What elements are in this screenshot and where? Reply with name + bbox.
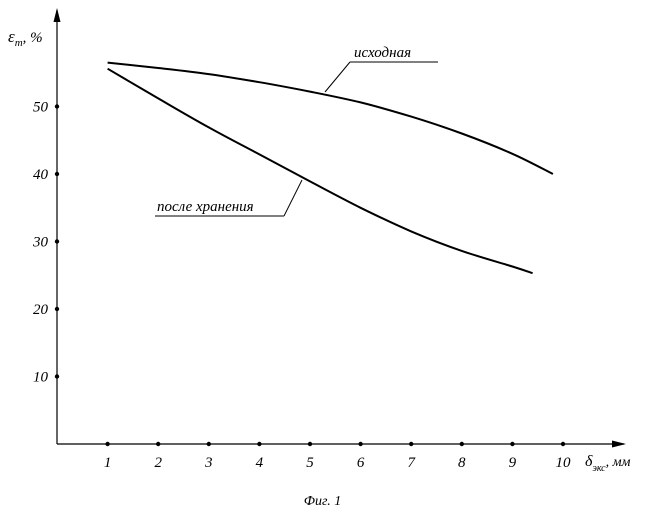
x-tick-dot [358,442,362,446]
y-tick-dot [55,104,59,108]
x-axis-arrow [612,441,626,448]
x-tick-dot [510,442,514,446]
x-tick-label: 3 [204,455,213,471]
y-tick-label: 50 [33,100,49,116]
y-axis-arrow [54,8,61,22]
y-tick-label: 40 [33,167,49,183]
leader-line-posle-hraneniya [284,180,302,216]
series-group [108,63,553,274]
x-tick-label: 4 [256,455,264,471]
x-tick-label: 2 [154,455,162,471]
figure-caption: Фиг. 1 [0,494,645,510]
x-tick-dot [257,442,261,446]
x-tick-label: 6 [357,455,365,471]
series-label-posle-hraneniya: после хранения [157,199,254,215]
x-tick-label: 5 [306,455,314,471]
x-tick-dot [409,442,413,446]
x-tick-dot [308,442,312,446]
x-tick-label: 7 [407,455,416,471]
y-tick-dot [55,307,59,311]
y-tick-dot [55,374,59,378]
x-tick-dot [105,442,109,446]
x-axis-label: δэкс, мм [585,453,631,474]
x-tick-dot [207,442,211,446]
x-tick-label: 1 [104,455,112,471]
series-label-ishodnaya: исходная [354,45,411,61]
x-tick-label: 9 [509,455,517,471]
y-tick-dot [55,172,59,176]
x-tick-dot [156,442,160,446]
y-tick-label: 20 [33,302,49,318]
ticks: 1 2 3 4 5 6 7 8 9 10 10 20 30 40 50 [32,100,571,472]
x-tick-dot [460,442,464,446]
y-tick-dot [55,239,59,243]
series-line-ishodnaya [108,63,553,174]
y-tick-label: 10 [33,370,49,386]
y-axis-label: εт, % [8,27,43,49]
series-line-posle-hraneniya [108,69,533,274]
x-tick-dot [561,442,565,446]
x-tick-label: 8 [458,455,466,471]
leader-line-ishodnaya [325,62,350,92]
y-tick-label: 30 [32,235,49,251]
x-tick-label: 10 [556,455,572,471]
